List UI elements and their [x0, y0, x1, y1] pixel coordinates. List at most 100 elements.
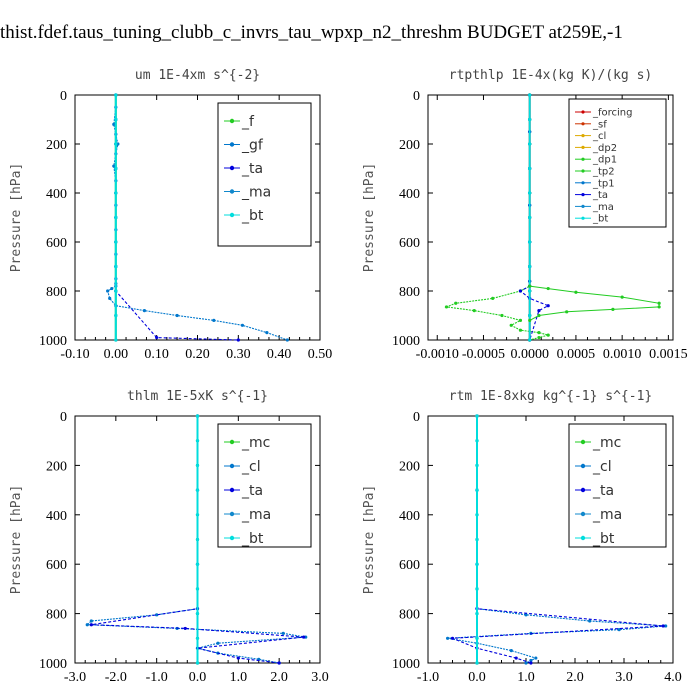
- data-point: [195, 537, 200, 542]
- data-point: [114, 313, 118, 318]
- data-point: [475, 587, 479, 591]
- data-point: [657, 305, 661, 309]
- data-point: [85, 623, 89, 627]
- x-tick-label: -0.0010: [416, 347, 459, 362]
- data-point: [195, 636, 200, 640]
- data-point: [475, 661, 479, 665]
- data-point: [454, 301, 458, 305]
- data-point: [574, 290, 578, 294]
- data-point: [114, 191, 118, 195]
- data-point: [528, 338, 532, 342]
- x-tick-label: 2.0: [566, 670, 584, 685]
- data-point: [617, 628, 621, 632]
- data-point: [195, 414, 200, 418]
- data-point: [565, 310, 569, 314]
- data-point: [661, 624, 665, 628]
- data-point: [106, 289, 110, 293]
- legend-label: _forcing: [592, 108, 633, 119]
- data-point: [236, 338, 240, 342]
- data-point: [112, 164, 116, 168]
- data-point: [528, 318, 532, 322]
- data-point: [528, 166, 532, 171]
- x-tick-label: 3.0: [311, 670, 329, 685]
- x-tick-label: -3.0: [64, 670, 86, 685]
- legend-marker: [581, 204, 585, 208]
- data-point: [195, 562, 200, 566]
- data-point: [114, 338, 118, 342]
- legend-marker: [580, 511, 586, 517]
- x-tick-label: 0.0015: [649, 347, 688, 362]
- legend-box: [217, 102, 312, 247]
- y-tick-label: 0: [413, 410, 420, 425]
- legend-label: _bt: [592, 531, 615, 547]
- data-point: [216, 641, 220, 645]
- data-point: [240, 323, 245, 327]
- data-point: [183, 626, 187, 631]
- legend-marker: [581, 216, 585, 220]
- legend-label: _dp2: [592, 143, 617, 154]
- data-point: [529, 661, 533, 665]
- data-point: [155, 335, 159, 340]
- data-point: [475, 439, 479, 443]
- data-point: [444, 305, 449, 309]
- data-point: [89, 619, 93, 623]
- x-tick-label: -1.0: [417, 670, 439, 685]
- legend: _forcing_sf_cl_dp2_dp1_tp2_tp1_ta_ma_bt: [568, 98, 667, 228]
- data-point: [475, 488, 479, 492]
- data-point: [195, 488, 200, 492]
- x-tick-label: 0.00: [104, 347, 129, 362]
- y-tick-label: 1000: [39, 334, 67, 349]
- data-point: [518, 318, 523, 322]
- data-point: [509, 323, 513, 327]
- data-point: [277, 661, 281, 665]
- legend-label: _ma: [592, 507, 622, 523]
- data-point: [537, 309, 541, 313]
- x-tick-label: 0.0005: [557, 347, 596, 362]
- data-point: [528, 264, 532, 269]
- legend-marker: [580, 439, 586, 445]
- data-point: [534, 656, 538, 660]
- data-point: [114, 166, 118, 171]
- legend-marker: [229, 535, 235, 541]
- x-tick-label: 0.20: [185, 347, 210, 362]
- chart-panel-3: thlm 1E-5xK s^{-1} Pressure [hPa] 0 200 400 6…: [9, 389, 329, 685]
- panel-title: rtm 1E-8xkg kg^{-1} s^{-1}: [449, 389, 653, 404]
- data-point: [664, 624, 668, 628]
- series-line: [519, 95, 550, 341]
- y-axis-label: Pressure [hPa]: [9, 163, 24, 273]
- legend-label: _tp1: [592, 178, 615, 189]
- legend: _mc _cl _ta _ma _bt: [217, 423, 312, 548]
- chart-panel-2: rtpthlp 1E-4x(kg K)/(kg s) Pressure [hPa]…: [362, 68, 688, 362]
- y-tick-label: 600: [46, 558, 67, 573]
- legend-label: _bt: [592, 214, 608, 225]
- data-point: [528, 142, 532, 146]
- panel-title: um 1E-4xm s^{-2}: [135, 68, 260, 83]
- data-point: [475, 636, 479, 640]
- legend-label: _ta: [592, 483, 614, 499]
- data-point: [212, 318, 216, 322]
- y-tick-label: 200: [46, 138, 67, 153]
- data-point: [175, 313, 179, 318]
- data-point: [509, 649, 513, 653]
- data-point: [546, 304, 550, 308]
- data-point: [528, 240, 532, 244]
- data-point: [155, 613, 159, 617]
- x-tick-label: 0.10: [144, 347, 169, 362]
- data-point: [195, 513, 200, 517]
- plot-frame: [427, 94, 674, 341]
- data-point: [620, 295, 624, 299]
- x-tick-label: 3.0: [615, 670, 633, 685]
- legend-label: _tp2: [592, 167, 615, 178]
- legend-box: [217, 423, 312, 548]
- data-point: [475, 463, 479, 467]
- legend-marker: [580, 487, 586, 493]
- chart-panel-1: um 1E-4xm s^{-2} Pressure [hPa] 0 200 400 600…: [9, 68, 332, 362]
- y-tick-label: 200: [46, 459, 67, 474]
- y-tick-label: 0: [413, 89, 420, 104]
- data-point: [450, 636, 455, 640]
- legend-label: _cl: [592, 131, 606, 142]
- legend-marker: [229, 189, 235, 194]
- y-axis-label: Pressure [hPa]: [9, 485, 24, 595]
- y-tick-label: 400: [399, 187, 420, 202]
